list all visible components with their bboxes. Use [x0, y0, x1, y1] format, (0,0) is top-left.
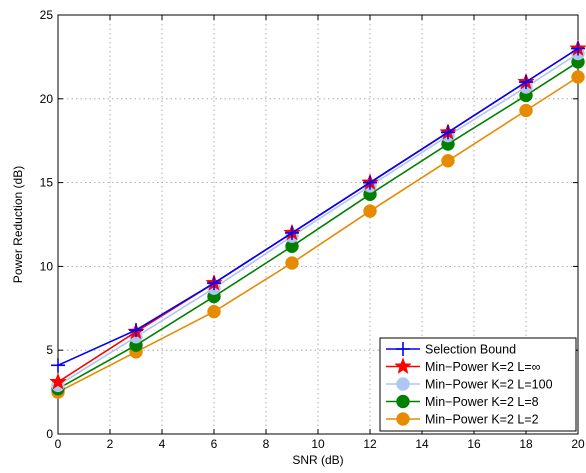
marker-plus [571, 41, 585, 56]
legend: Selection Bound Min−Power K=2 L=∞ Min−Powe… [379, 337, 577, 432]
marker-star [394, 357, 412, 374]
legend-entry: Min−Power K=2 L=100 [386, 377, 553, 392]
series-layer [49, 39, 586, 399]
marker-circle [396, 394, 410, 409]
y-axis-label: Power Reduction (dB) [11, 166, 25, 283]
x-tick-label: 12 [363, 437, 377, 451]
marker-plus [285, 225, 299, 240]
marker-circle [396, 377, 410, 391]
y-tick-label: 20 [40, 92, 54, 106]
series-line [57, 47, 579, 367]
grid-layer [58, 15, 578, 434]
legend-label: Selection Bound [425, 343, 516, 357]
legend-entry: Selection Bound [386, 342, 516, 357]
marker-circle [285, 256, 299, 270]
marker-circle [519, 103, 533, 118]
legend-label: Min−Power K=2 L=8 [425, 395, 539, 409]
series-line [57, 61, 579, 390]
legend-entry: Min−Power K=2 L=∞ [386, 357, 541, 374]
x-tick-label: 0 [55, 437, 62, 451]
legend-label: Min−Power K=2 L=∞ [425, 360, 541, 374]
x-tick-label: 4 [159, 437, 166, 451]
y-tick-label: 5 [46, 343, 53, 357]
y-tick-label: 10 [40, 259, 54, 273]
x-tick-label: 6 [211, 437, 218, 451]
x-tick-label: 8 [263, 437, 270, 451]
marker-plus [363, 175, 377, 190]
x-tick-label: 2 [107, 437, 114, 451]
series-line [57, 76, 579, 393]
x-tick-label: 18 [519, 437, 533, 451]
x-axis-label: SNR (dB) [292, 453, 343, 467]
marker-plus [441, 125, 455, 140]
marker-plus [396, 342, 410, 356]
marker-circle [571, 70, 585, 84]
marker-plus [129, 323, 143, 338]
x-tick-label: 14 [415, 437, 429, 451]
legend-entry: Min−Power K=2 L=8 [386, 394, 539, 409]
marker-plus [51, 358, 65, 373]
marker-plus [519, 75, 533, 90]
marker-circle [396, 412, 410, 426]
marker-circle [207, 304, 221, 319]
legend-entry: Min−Power K=2 L=2 [386, 412, 539, 427]
axes-layer: 0 2 4 6 8 10 12 14 16 18 20 0 5 10 15 20 25 [40, 8, 585, 451]
x-tick-label: 10 [311, 437, 325, 451]
legend-label: Min−Power K=2 L=100 [425, 378, 553, 392]
axes-box [57, 14, 579, 435]
marker-plus [207, 276, 221, 291]
marker-circle [441, 154, 455, 168]
series-line [57, 52, 579, 387]
legend-label: Min−Power K=2 L=2 [425, 413, 539, 427]
marker-star [49, 372, 67, 390]
marker-circle [363, 204, 377, 218]
x-tick-label: 20 [571, 437, 585, 451]
y-tick-label: 25 [40, 8, 54, 22]
x-tick-label: 16 [467, 437, 481, 451]
series-1 [51, 41, 585, 373]
y-tick-label: 0 [46, 427, 53, 441]
y-tick-label: 15 [40, 176, 54, 190]
